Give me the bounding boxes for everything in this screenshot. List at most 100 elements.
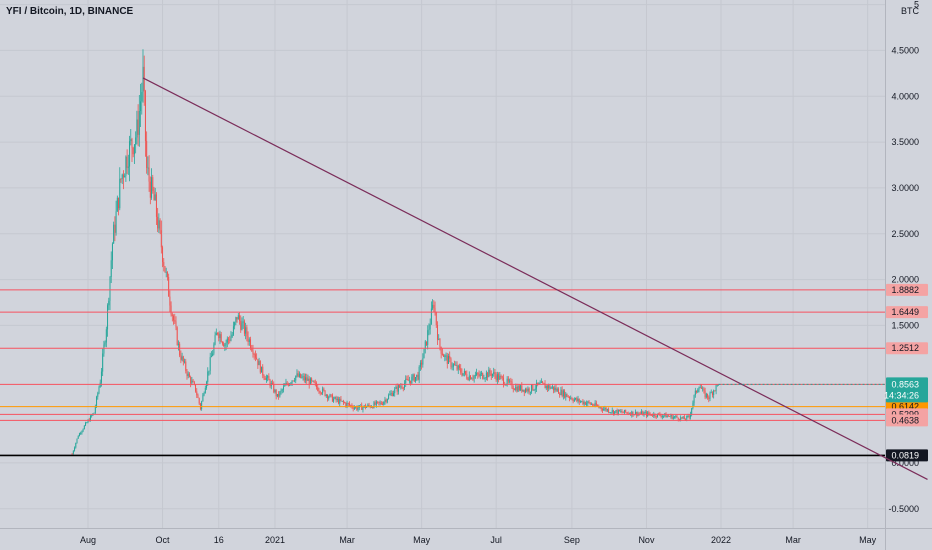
candle-body bbox=[439, 338, 441, 347]
candle-body bbox=[298, 373, 300, 377]
candle-body bbox=[584, 402, 586, 405]
candle-body bbox=[590, 404, 592, 405]
candle-body bbox=[111, 243, 113, 261]
candle-body bbox=[170, 305, 172, 315]
candle-body bbox=[197, 395, 199, 399]
candle-body bbox=[148, 167, 150, 182]
candle-body bbox=[322, 388, 324, 394]
candle-body bbox=[622, 412, 624, 414]
candle-body bbox=[469, 375, 471, 380]
candle-body bbox=[661, 415, 663, 417]
candle-body bbox=[472, 378, 474, 380]
candle-body bbox=[496, 374, 498, 381]
candle-body bbox=[539, 382, 541, 384]
candle-body bbox=[562, 390, 564, 397]
candle-body bbox=[355, 406, 357, 408]
candle-body bbox=[225, 342, 227, 345]
candle-body bbox=[362, 407, 364, 410]
candle-body bbox=[262, 366, 264, 376]
candle-body bbox=[412, 374, 414, 377]
candle-body bbox=[634, 411, 636, 415]
candle-body bbox=[626, 412, 628, 414]
price-axis-label: 1.5000 bbox=[891, 320, 919, 330]
candle-body bbox=[642, 411, 644, 416]
candle-body bbox=[361, 404, 363, 410]
candle-body bbox=[513, 389, 515, 391]
candle-body bbox=[462, 373, 464, 376]
candle-body bbox=[656, 413, 658, 417]
candle-body bbox=[342, 400, 344, 403]
candle-body bbox=[495, 375, 497, 381]
candle-body bbox=[484, 377, 486, 379]
candle-body bbox=[308, 378, 310, 385]
candle-body bbox=[214, 335, 216, 345]
candle-body bbox=[648, 412, 650, 415]
candle-body bbox=[403, 383, 405, 388]
candle-body bbox=[254, 354, 256, 358]
candle-body bbox=[454, 364, 456, 366]
time-axis-label: May bbox=[413, 535, 431, 545]
candle-body bbox=[264, 378, 266, 380]
candle-body bbox=[203, 393, 205, 395]
candle-body bbox=[677, 417, 679, 420]
candle-body bbox=[314, 382, 316, 384]
price-axis-label: 3.0000 bbox=[891, 183, 919, 193]
last-price-label: 0.8563 bbox=[891, 379, 919, 389]
candle-body bbox=[616, 410, 618, 414]
candle-body bbox=[138, 110, 140, 135]
candle-body bbox=[212, 353, 214, 356]
candle-body bbox=[160, 230, 162, 248]
candle-body bbox=[559, 393, 561, 395]
candle-body bbox=[705, 393, 707, 398]
candle-body bbox=[311, 378, 313, 381]
candle-body bbox=[443, 354, 445, 357]
candle-body bbox=[232, 326, 234, 335]
time-axis-label: Aug bbox=[80, 535, 96, 545]
candle-body bbox=[494, 372, 496, 376]
candle-body bbox=[196, 391, 198, 396]
candle-body bbox=[316, 383, 318, 388]
candle-body bbox=[468, 375, 470, 381]
candle-body bbox=[527, 388, 529, 392]
candle-body bbox=[152, 177, 154, 192]
candle-body bbox=[450, 358, 452, 367]
candle-body bbox=[523, 389, 525, 393]
candle-body bbox=[312, 380, 314, 382]
level-price-label: 1.6449 bbox=[891, 307, 919, 317]
time-axis-label: May bbox=[859, 535, 877, 545]
candle-body bbox=[478, 374, 480, 377]
candle-body bbox=[330, 394, 332, 396]
candle-body bbox=[82, 429, 84, 432]
candle-body bbox=[428, 329, 430, 331]
time-axis-label: Oct bbox=[156, 535, 171, 545]
candle-body bbox=[279, 391, 281, 397]
candle-body bbox=[566, 393, 568, 397]
candle-body bbox=[623, 409, 625, 413]
candle-body bbox=[74, 447, 76, 451]
candle-body bbox=[291, 380, 293, 384]
candle-body bbox=[698, 387, 700, 390]
candle-body bbox=[425, 341, 427, 345]
candle-body bbox=[592, 404, 594, 406]
candle-body bbox=[107, 305, 109, 330]
candle-body bbox=[579, 401, 581, 403]
candle-body bbox=[192, 380, 194, 383]
candle-body bbox=[274, 390, 276, 393]
candle-body bbox=[317, 387, 319, 391]
candle-body bbox=[300, 373, 302, 378]
candle-body bbox=[306, 377, 308, 381]
candle-body bbox=[418, 366, 420, 380]
candle-body bbox=[224, 344, 226, 347]
candle-body bbox=[256, 357, 258, 360]
candle-body bbox=[113, 224, 115, 244]
level-price-label: 1.8882 bbox=[891, 285, 919, 295]
candle-body bbox=[245, 327, 247, 334]
candle-body bbox=[715, 384, 717, 391]
candle-body bbox=[542, 381, 544, 383]
candle-body bbox=[379, 402, 381, 404]
candle-body bbox=[429, 324, 431, 330]
candle-body bbox=[280, 390, 282, 392]
candle-body bbox=[438, 338, 440, 340]
